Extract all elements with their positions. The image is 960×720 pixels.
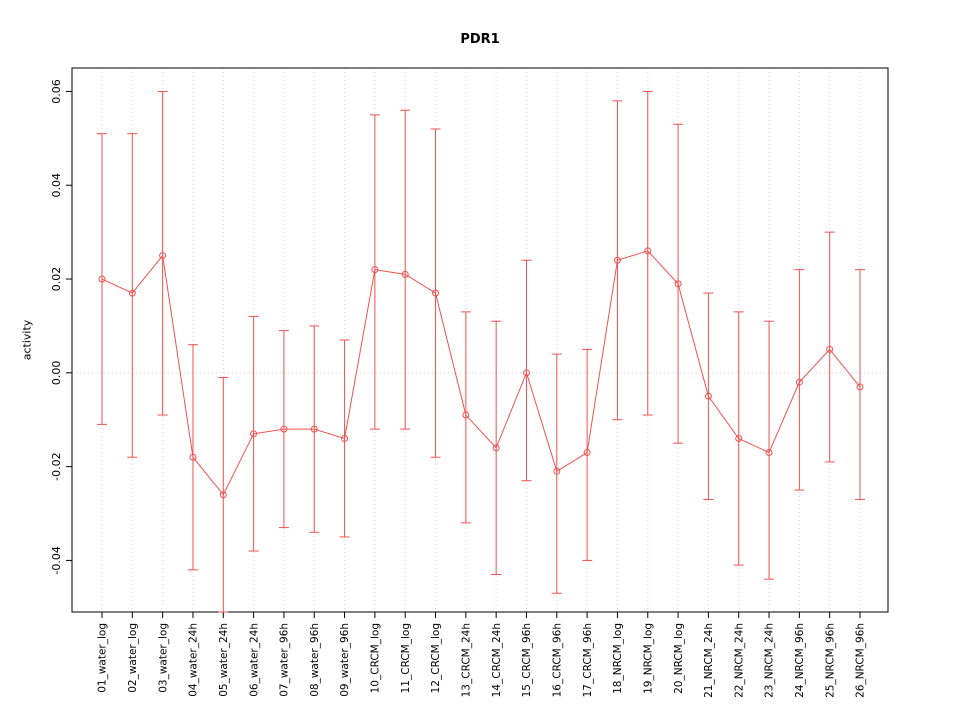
data-point <box>310 425 318 433</box>
data-point <box>219 491 227 499</box>
data-point <box>735 434 743 442</box>
data-point <box>189 453 197 461</box>
x-tick-label: 02_water_log <box>127 623 139 693</box>
data-point <box>371 266 379 274</box>
series-line <box>101 250 861 496</box>
data-point <box>492 444 500 452</box>
data-point <box>856 383 864 391</box>
x-tick-label: 22_NRCM_24h <box>733 623 745 698</box>
x-tick-label: 08_water_96h <box>309 623 321 697</box>
x-tick-label: 07_water_96h <box>279 623 291 697</box>
y-axis-label: activity <box>20 319 34 361</box>
data-point <box>159 252 167 260</box>
y-tick-label: 0.06 <box>50 79 63 104</box>
y-tick-label: -0.04 <box>50 546 63 574</box>
x-tick-label: 16_CRCM_96h <box>551 623 563 697</box>
x-tick-label: 11_CRCM_log <box>400 623 412 693</box>
data-point <box>826 345 834 353</box>
x-tick-label: 21_NRCM_24h <box>703 623 715 698</box>
y-tick-label: 0.02 <box>50 267 63 292</box>
data-point <box>432 289 440 297</box>
data-point <box>674 280 682 288</box>
data-point <box>553 467 561 475</box>
data-point <box>522 369 530 377</box>
x-tick-label: 10_CRCM_log <box>370 623 382 693</box>
data-point <box>98 275 106 283</box>
x-tick-label: 19_NRCM_log <box>642 623 654 694</box>
data-point <box>128 289 136 297</box>
data-point <box>401 270 409 278</box>
x-tick-label: 15_CRCM_96h <box>521 623 533 697</box>
x-tick-label: 03_water_log <box>157 623 169 693</box>
x-tick-label: 01_water_log <box>97 623 109 693</box>
x-tick-label: 06_water_24h <box>248 623 260 697</box>
data-point <box>341 434 349 442</box>
x-tick-label: 24_NRCM_96h <box>794 623 806 698</box>
y-tick-label: -0.02 <box>50 452 63 480</box>
x-tick-label: 25_NRCM_96h <box>824 623 836 698</box>
data-point <box>795 378 803 386</box>
y-tick-label: 0.04 <box>50 173 63 198</box>
data-point <box>644 247 652 255</box>
x-tick-label: 14_CRCM_24h <box>491 623 503 697</box>
x-tick-label: 26_NRCM_96h <box>855 623 867 698</box>
x-tick-label: 23_NRCM_24h <box>764 623 776 698</box>
data-point <box>765 449 773 457</box>
y-tick-label: 0.00 <box>50 361 63 386</box>
x-tick-label: 17_CRCM_96h <box>582 623 594 697</box>
data-point <box>280 425 288 433</box>
x-tick-label: 09_water_96h <box>339 623 351 697</box>
x-tick-label: 20_NRCM_log <box>673 623 685 694</box>
x-tick-label: 18_NRCM_log <box>612 623 624 694</box>
data-point <box>613 256 621 264</box>
x-tick-label: 12_CRCM_log <box>430 623 442 693</box>
x-tick-label: 04_water_24h <box>188 623 200 697</box>
chart-title: PDR1 <box>460 32 500 47</box>
x-tick-label: 13_CRCM_24h <box>461 623 473 697</box>
data-point <box>250 430 258 438</box>
data-point <box>704 392 712 400</box>
plot-border <box>71 67 889 613</box>
x-tick-label: 05_water_24h <box>218 623 230 697</box>
data-point <box>462 411 470 419</box>
data-point <box>583 449 591 457</box>
